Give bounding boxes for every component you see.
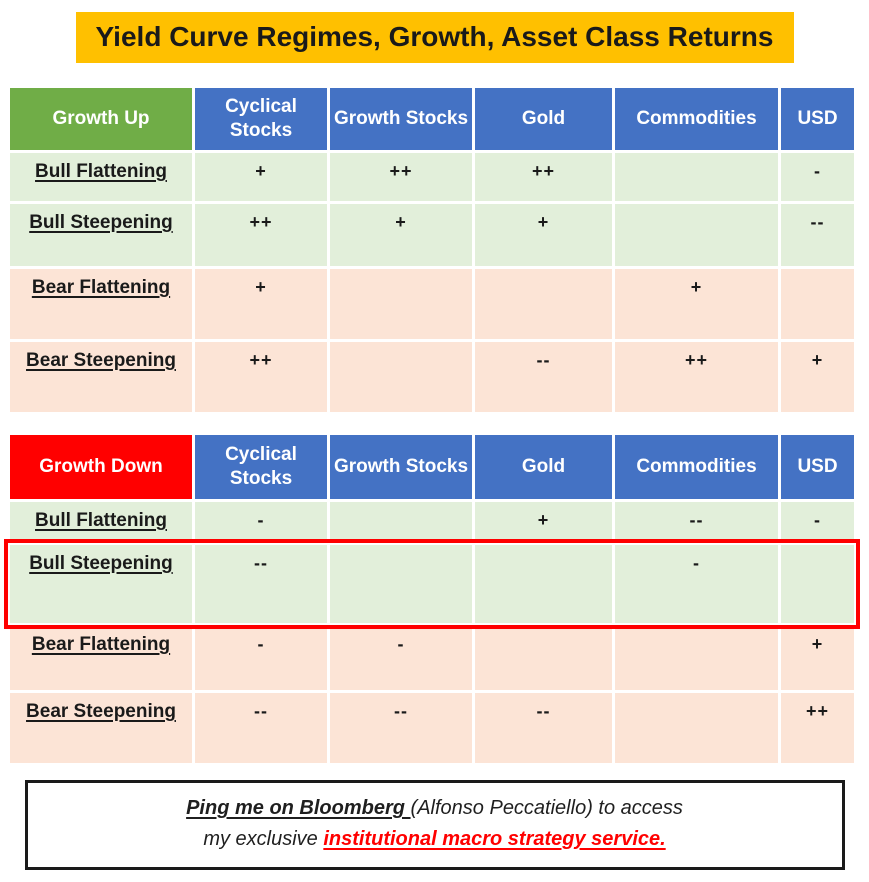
value-cell: [615, 204, 778, 266]
value-cell: ++: [781, 693, 854, 763]
table-row-bull-flattening: Bull Flattening - + -- -: [10, 502, 854, 542]
column-header-commodities: Commodities: [615, 435, 778, 499]
page-title: Yield Curve Regimes, Growth, Asset Class…: [75, 12, 794, 63]
value-cell: --: [195, 545, 327, 623]
row-label: Bull Flattening: [10, 502, 192, 542]
value-cell: [475, 626, 612, 690]
value-cell: [330, 502, 472, 542]
row-label: Bull Steepening: [10, 545, 192, 623]
value-cell: +: [330, 204, 472, 266]
column-header-cyclical-stocks: Cyclical Stocks: [195, 435, 327, 499]
value-cell: --: [475, 342, 612, 412]
value-cell: ++: [475, 153, 612, 201]
table-row-bull-flattening: Bull Flattening + ++ ++ -: [10, 153, 854, 201]
value-cell: --: [330, 693, 472, 763]
value-cell: [781, 269, 854, 339]
value-cell: [615, 153, 778, 201]
value-cell: +: [781, 626, 854, 690]
value-cell: -: [195, 502, 327, 542]
footer-line1-rest: (Alfonso Peccatiello) to access: [410, 797, 683, 819]
value-cell: [615, 626, 778, 690]
value-cell: -: [330, 626, 472, 690]
footer-line-2: my exclusive institutional macro strateg…: [28, 824, 842, 855]
value-cell: --: [781, 204, 854, 266]
table-row-bear-steepening: Bear Steepening -- -- -- ++: [10, 693, 854, 763]
value-cell: ++: [195, 342, 327, 412]
footer-note: Ping me on Bloomberg (Alfonso Peccatiell…: [24, 780, 845, 870]
value-cell: +: [615, 269, 778, 339]
value-cell: [475, 545, 612, 623]
row-label: Bear Steepening: [10, 342, 192, 412]
column-header-growth-stocks: Growth Stocks: [330, 88, 472, 150]
value-cell: -: [781, 153, 854, 201]
footer-line-1: Ping me on Bloomberg (Alfonso Peccatiell…: [28, 793, 842, 824]
value-cell: +: [195, 153, 327, 201]
value-cell: +: [781, 342, 854, 412]
value-cell: [330, 545, 472, 623]
table-row-bear-steepening: Bear Steepening ++ -- ++ +: [10, 342, 854, 412]
column-header-cyclical-stocks: Cyclical Stocks: [195, 88, 327, 150]
growth-down-title-cell: Growth Down: [10, 435, 192, 499]
table-row-bull-steepening: Bull Steepening ++ + + --: [10, 204, 854, 266]
table-row-bear-flattening: Bear Flattening + +: [10, 269, 854, 339]
growth-up-table: Growth Up Cyclical Stocks Growth Stocks …: [7, 85, 857, 415]
value-cell: [330, 269, 472, 339]
value-cell: [475, 269, 612, 339]
value-cell: -: [615, 545, 778, 623]
row-label: Bull Steepening: [10, 204, 192, 266]
value-cell: --: [195, 693, 327, 763]
growth-up-title-cell: Growth Up: [10, 88, 192, 150]
value-cell: ++: [615, 342, 778, 412]
growth-down-table: Growth Down Cyclical Stocks Growth Stock…: [4, 432, 860, 766]
column-header-gold: Gold: [475, 435, 612, 499]
value-cell: +: [475, 204, 612, 266]
column-header-gold: Gold: [475, 88, 612, 150]
value-cell: [330, 342, 472, 412]
column-header-usd: USD: [781, 435, 854, 499]
column-header-commodities: Commodities: [615, 88, 778, 150]
table-row-bull-steepening-highlighted: Bull Steepening -- -: [4, 539, 860, 629]
value-cell: ++: [330, 153, 472, 201]
value-cell: [781, 545, 854, 623]
footer-line2-prefix: my exclusive: [203, 828, 324, 850]
table-row-bear-flattening: Bear Flattening - - +: [10, 626, 854, 690]
column-header-usd: USD: [781, 88, 854, 150]
row-label: Bear Flattening: [10, 269, 192, 339]
value-cell: +: [475, 502, 612, 542]
row-label: Bear Steepening: [10, 693, 192, 763]
value-cell: --: [475, 693, 612, 763]
value-cell: ++: [195, 204, 327, 266]
footer-bloomberg-text: Ping me on Bloomberg: [186, 797, 411, 819]
column-header-growth-stocks: Growth Stocks: [330, 435, 472, 499]
growth-down-header-row: Growth Down Cyclical Stocks Growth Stock…: [10, 435, 854, 499]
row-label: Bear Flattening: [10, 626, 192, 690]
value-cell: -: [195, 626, 327, 690]
value-cell: --: [615, 502, 778, 542]
row-label: Bull Flattening: [10, 153, 192, 201]
value-cell: -: [781, 502, 854, 542]
slide: Yield Curve Regimes, Growth, Asset Class…: [0, 12, 869, 870]
growth-up-header-row: Growth Up Cyclical Stocks Growth Stocks …: [10, 88, 854, 150]
value-cell: [615, 693, 778, 763]
value-cell: +: [195, 269, 327, 339]
footer-service-link-text: institutional macro strategy service.: [323, 828, 666, 850]
